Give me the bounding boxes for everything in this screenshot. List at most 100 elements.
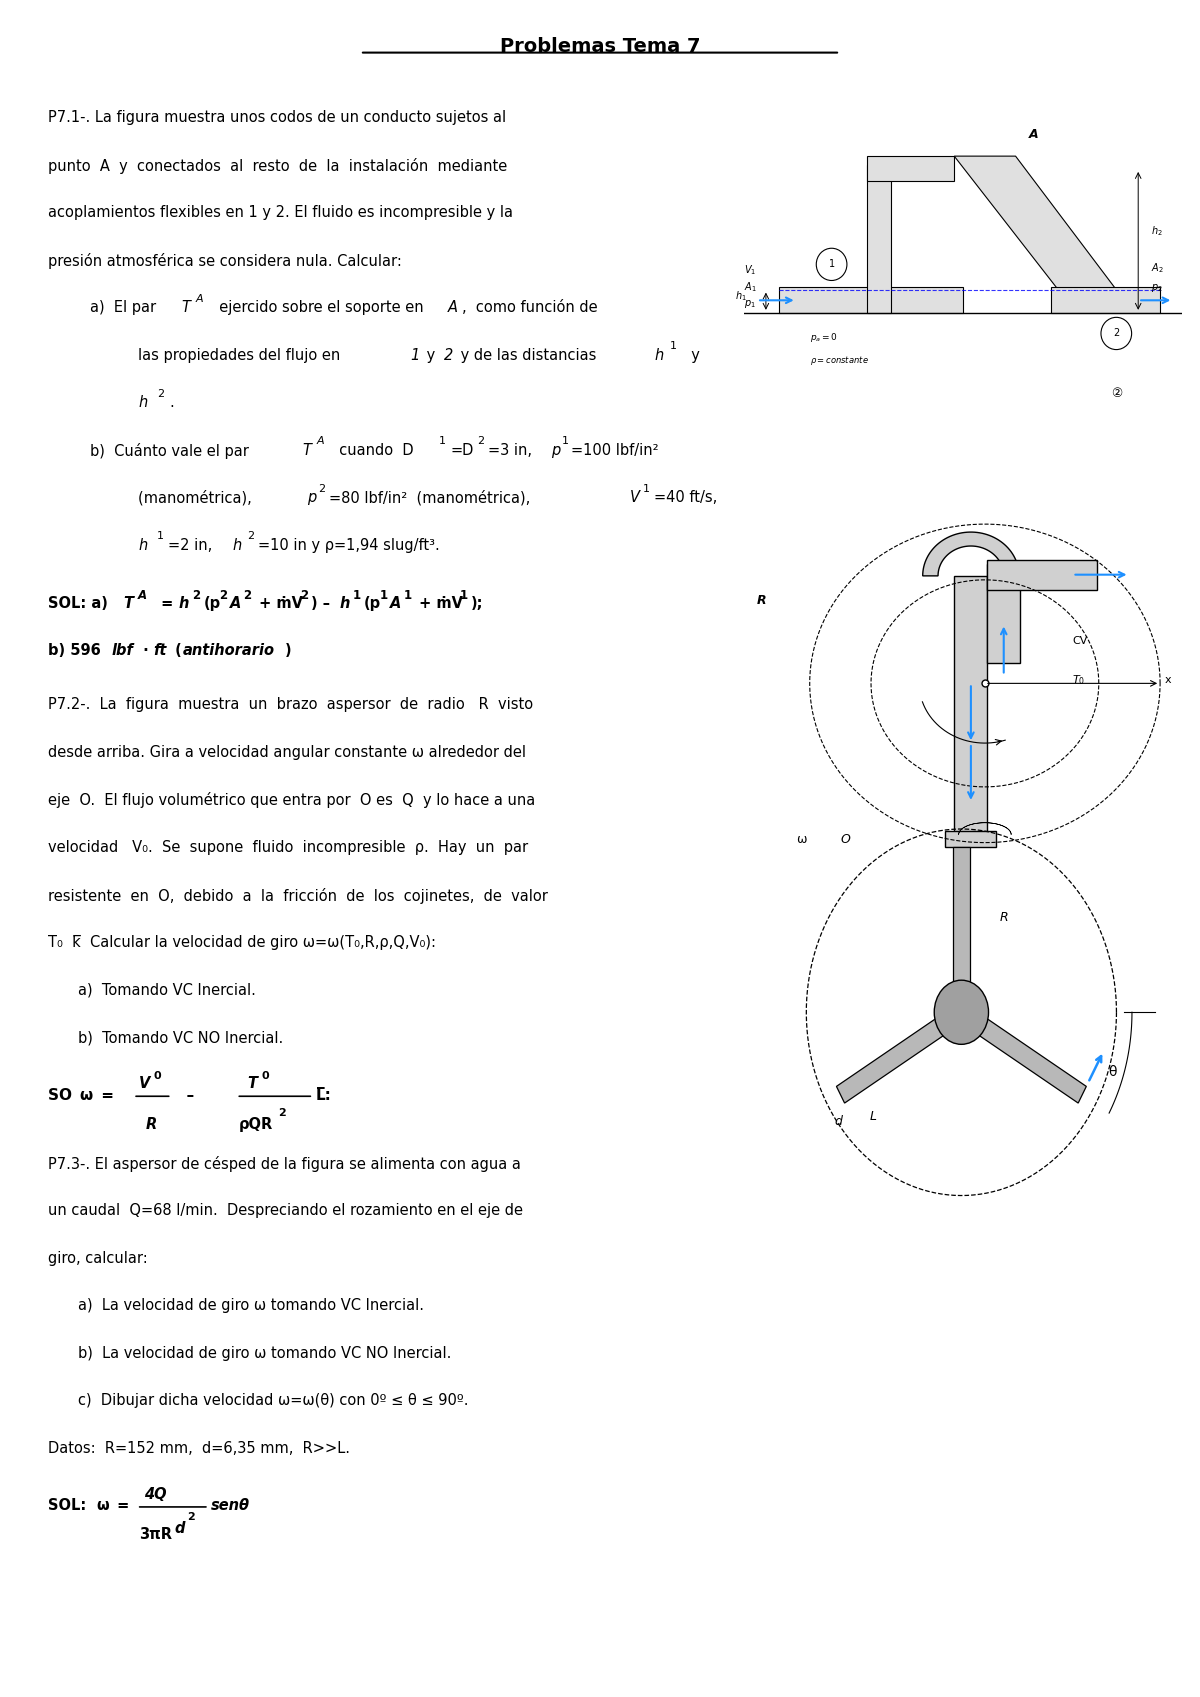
Text: $h_1$: $h_1$ — [736, 288, 748, 302]
Text: b)  La velocidad de giro ω tomando VC NO Inercial.: b) La velocidad de giro ω tomando VC NO … — [78, 1346, 451, 1361]
Text: 1: 1 — [403, 589, 412, 602]
Polygon shape — [923, 533, 1019, 575]
Text: punto  A  y  conectados  al  resto  de  la  instalación  mediante: punto A y conectados al resto de la inst… — [48, 158, 508, 173]
Text: 2: 2 — [220, 589, 228, 602]
Text: CV: CV — [1073, 636, 1088, 645]
Text: lbf: lbf — [112, 643, 133, 658]
Text: presión atmosférica se considera nula. Calcular:: presión atmosférica se considera nula. C… — [48, 253, 402, 268]
Text: h: h — [179, 596, 190, 611]
Text: =: = — [96, 1088, 119, 1103]
Text: =10 in y ρ=1,94 slug/ft³.: =10 in y ρ=1,94 slug/ft³. — [258, 538, 439, 553]
Text: P7.3-. El aspersor de césped de la figura se alimenta con agua a: P7.3-. El aspersor de césped de la figur… — [48, 1156, 521, 1171]
Text: .: . — [169, 395, 174, 411]
Text: SO: SO — [48, 1088, 77, 1103]
Text: y: y — [682, 348, 700, 363]
Text: 2: 2 — [478, 436, 485, 446]
Text: $p_1$: $p_1$ — [744, 299, 756, 311]
Bar — [866, 165, 890, 312]
Text: R: R — [757, 594, 767, 608]
Text: R: R — [1000, 911, 1009, 923]
Text: ②: ② — [1111, 387, 1122, 400]
Text: =2 in,: =2 in, — [168, 538, 222, 553]
Text: 1: 1 — [828, 260, 835, 270]
Text: A: A — [448, 300, 457, 316]
Text: 2: 2 — [247, 531, 254, 541]
Text: 1: 1 — [460, 589, 468, 602]
Text: a)  Tomando VC Inercial.: a) Tomando VC Inercial. — [78, 983, 256, 998]
Text: (: ( — [170, 643, 182, 658]
Text: T: T — [124, 596, 133, 611]
Text: A: A — [138, 589, 148, 602]
Text: A: A — [196, 294, 203, 304]
Text: b) 596: b) 596 — [48, 643, 106, 658]
Bar — [946, 832, 996, 847]
Text: 1: 1 — [670, 341, 677, 351]
Text: 2: 2 — [244, 589, 252, 602]
Text: T: T — [247, 1076, 257, 1091]
Text: T: T — [302, 443, 311, 458]
Text: $A_2$: $A_2$ — [1151, 261, 1164, 275]
Text: =80 lbf/in²  (manométrica),: =80 lbf/in² (manométrica), — [329, 490, 544, 506]
Polygon shape — [953, 847, 970, 988]
Text: antihorario: antihorario — [182, 643, 275, 658]
Text: c)  Dibujar dicha velocidad ω=ω(θ) con 0º ≤ θ ≤ 90º.: c) Dibujar dicha velocidad ω=ω(θ) con 0º… — [78, 1393, 468, 1409]
Text: un caudal  Q=68 l/min.  Despreciando el rozamiento en el eje de: un caudal Q=68 l/min. Despreciando el ro… — [48, 1203, 523, 1218]
Text: ): ) — [284, 643, 292, 658]
Text: 2: 2 — [278, 1108, 286, 1118]
Text: θ: θ — [1109, 1066, 1117, 1079]
Text: 2: 2 — [187, 1512, 194, 1522]
Text: T: T — [181, 300, 190, 316]
Circle shape — [935, 981, 989, 1044]
Text: 1: 1 — [410, 348, 420, 363]
Text: 1: 1 — [379, 589, 388, 602]
Text: A: A — [230, 596, 241, 611]
Text: ,  como función de: , como función de — [462, 300, 598, 316]
Text: 2: 2 — [444, 348, 454, 363]
Text: =100 lbf/in²: =100 lbf/in² — [571, 443, 659, 458]
Text: ft: ft — [154, 643, 167, 658]
Text: resistente  en  O,  debido  a  la  fricción  de  los  cojinetes,  de  valor: resistente en O, debido a la fricción de… — [48, 888, 548, 903]
Text: =40 ft/s,: =40 ft/s, — [654, 490, 718, 506]
Text: SOL: a): SOL: a) — [48, 596, 113, 611]
Text: 3πR: 3πR — [139, 1527, 173, 1543]
Text: 1: 1 — [562, 436, 569, 446]
Text: P7.2-.  La  figura  muestra  un  brazo  aspersor  de  radio   R  visto: P7.2-. La figura muestra un brazo aspers… — [48, 697, 533, 713]
Text: p: p — [551, 443, 560, 458]
Text: A: A — [390, 596, 401, 611]
Text: T₀  k̅  Calcular la velocidad de giro ω=ω(T₀,R,ρ,Q,V₀):: T₀ k̅ Calcular la velocidad de giro ω=ω(… — [48, 935, 436, 950]
Polygon shape — [976, 1017, 1086, 1103]
Text: 1: 1 — [439, 436, 446, 446]
Text: cuando  D: cuando D — [330, 443, 414, 458]
Text: P7.1-. La figura muestra unos codos de un conducto sujetos al: P7.1-. La figura muestra unos codos de u… — [48, 110, 506, 126]
Text: ) –: ) – — [311, 596, 335, 611]
Text: 0: 0 — [154, 1071, 161, 1081]
Text: $p_2$: $p_2$ — [1151, 282, 1163, 294]
Text: + ṁV: + ṁV — [414, 596, 463, 611]
Text: eje  O.  El flujo volumétrico que entra por  O es  Q  y lo hace a una: eje O. El flujo volumétrico que entra po… — [48, 792, 535, 808]
Text: a)  El par: a) El par — [90, 300, 161, 316]
Bar — [954, 575, 988, 835]
Text: $p_a=0$: $p_a=0$ — [810, 331, 838, 344]
Text: V: V — [630, 490, 640, 506]
Text: 2: 2 — [157, 389, 164, 399]
Text: Datos:  R=152 mm,  d=6,35 mm,  R>>L.: Datos: R=152 mm, d=6,35 mm, R>>L. — [48, 1441, 350, 1456]
Text: $\rho = constante$: $\rho = constante$ — [810, 355, 869, 367]
Text: acoplamientos flexibles en 1 y 2. El fluido es incompresible y la: acoplamientos flexibles en 1 y 2. El flu… — [48, 205, 514, 221]
Text: 1: 1 — [353, 589, 361, 602]
Text: O: O — [840, 833, 851, 845]
Text: p: p — [307, 490, 317, 506]
Text: (manométrica),: (manométrica), — [138, 490, 265, 506]
Text: desde arriba. Gira a velocidad angular constante ω alrededor del: desde arriba. Gira a velocidad angular c… — [48, 745, 526, 760]
Text: 1: 1 — [157, 531, 164, 541]
Text: 1: 1 — [643, 484, 650, 494]
Text: );: ); — [470, 596, 482, 611]
Text: =3 in,: =3 in, — [488, 443, 541, 458]
Text: $h_2$: $h_2$ — [1151, 224, 1163, 238]
Text: las propiedades del flujo en: las propiedades del flujo en — [138, 348, 344, 363]
Text: y de las distancias: y de las distancias — [456, 348, 601, 363]
Bar — [866, 156, 954, 182]
Text: –: – — [176, 1088, 205, 1103]
Text: 2: 2 — [318, 484, 325, 494]
Text: =D: =D — [450, 443, 473, 458]
Text: velocidad   V₀.  Se  supone  fluido  incompresible  ρ.  Hay  un  par: velocidad V₀. Se supone fluido incompres… — [48, 840, 528, 855]
